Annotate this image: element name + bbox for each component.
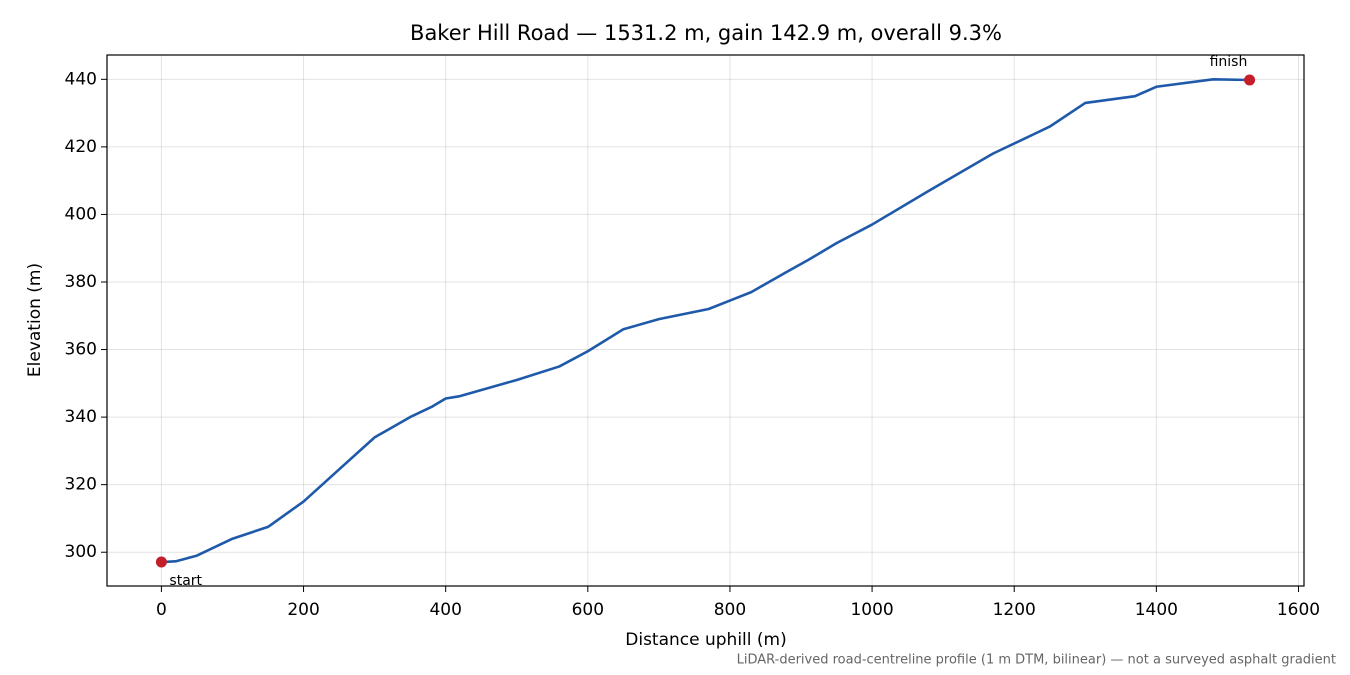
endpoint-marker: [1244, 74, 1256, 86]
x-tick-label: 1000: [850, 600, 893, 620]
y-tick-label: 340: [65, 407, 97, 427]
x-tick-label: 600: [572, 600, 604, 620]
marker-label: finish: [1210, 54, 1248, 70]
y-axis-label: Elevation (m): [25, 263, 45, 377]
y-tick-label: 320: [65, 475, 97, 495]
y-tick-label: 400: [65, 204, 97, 224]
x-tick-label: 200: [287, 600, 319, 620]
x-tick-label: 1400: [1135, 600, 1178, 620]
marker-label: start: [169, 573, 202, 589]
chart-title: Baker Hill Road — 1531.2 m, gain 142.9 m…: [410, 21, 1002, 45]
y-tick-label: 300: [65, 542, 97, 562]
endpoint-marker: [155, 556, 167, 568]
y-tick-label: 360: [65, 340, 97, 360]
y-tick-label: 420: [65, 137, 97, 157]
plot-frame: [106, 54, 1305, 587]
x-tick-label: 1200: [993, 600, 1036, 620]
x-tick-label: 1600: [1277, 600, 1320, 620]
footnote: LiDAR-derived road-centreline profile (1…: [737, 653, 1336, 668]
x-axis-label: Distance uphill (m): [625, 630, 786, 650]
x-tick-label: 400: [429, 600, 461, 620]
x-tick-label: 0: [156, 600, 167, 620]
x-tick-label: 800: [714, 600, 746, 620]
y-tick-label: 380: [65, 272, 97, 292]
y-tick-label: 440: [65, 69, 97, 89]
elevation-line: [161, 78, 1250, 564]
